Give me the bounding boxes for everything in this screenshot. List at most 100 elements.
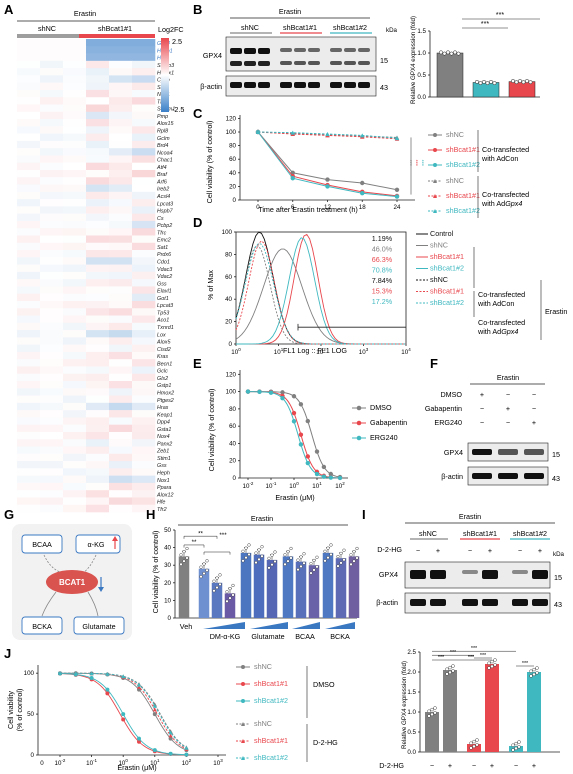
blot-band bbox=[258, 61, 270, 66]
chart-j-point bbox=[105, 687, 110, 692]
chart-j-xtick-label: 102 bbox=[182, 758, 192, 767]
heatmap-cell bbox=[63, 286, 87, 294]
heatmap-cell bbox=[132, 104, 156, 113]
bar-b-dot bbox=[528, 80, 533, 85]
heatmap-cell bbox=[132, 482, 156, 491]
blot-f-mw-43: 43 bbox=[552, 474, 560, 483]
chart-j-point bbox=[137, 739, 141, 744]
heatmap-cell bbox=[63, 199, 87, 207]
bar-b-dot bbox=[518, 79, 522, 83]
heatmap-cell bbox=[109, 373, 133, 382]
chart-j-curve-5 bbox=[59, 672, 187, 750]
bar-b-sig-1: *** bbox=[481, 19, 490, 28]
blot-band bbox=[294, 61, 306, 65]
heatmap-cell bbox=[17, 439, 41, 447]
legend-c-label: shBcat1#1 bbox=[446, 145, 480, 154]
heatmap-cell bbox=[63, 431, 87, 440]
blot-b-actin-bands bbox=[230, 82, 370, 88]
heatmap-cell bbox=[109, 490, 133, 498]
blot-band bbox=[294, 48, 306, 52]
heatmap-cell bbox=[86, 46, 110, 54]
chart-h-x-dmakg: DM-α-KG bbox=[210, 632, 241, 641]
heatmap-cell bbox=[109, 155, 133, 164]
blot-band bbox=[358, 48, 370, 52]
heatmap-cell bbox=[40, 119, 64, 127]
heatmap-cell bbox=[17, 388, 41, 396]
heatmap-cell bbox=[132, 388, 156, 396]
blot-f-gpx4-band bbox=[472, 449, 492, 455]
heatmap-gene-label: Heph bbox=[157, 471, 170, 477]
legend-c-group1-l2: with AdCon bbox=[481, 154, 518, 163]
chart-j-point bbox=[137, 682, 141, 687]
heatmap-cell bbox=[86, 184, 110, 193]
chart-i-treatment: D-2-HG bbox=[379, 761, 404, 770]
heatmap-cell bbox=[86, 242, 110, 251]
heatmap-gene-label: Alox15 bbox=[156, 121, 174, 127]
heatmap-cell bbox=[40, 482, 64, 491]
bar-b-dot bbox=[446, 50, 450, 55]
chart-c-point bbox=[394, 136, 400, 141]
chart-i-sign: + bbox=[532, 761, 536, 770]
blot-i-lane-shnc: shNC bbox=[419, 529, 437, 538]
heatmap-cell bbox=[40, 68, 64, 76]
bar-b-dot bbox=[489, 79, 493, 84]
heatmap-cell bbox=[132, 330, 156, 338]
heatmap-cell bbox=[132, 315, 156, 324]
legend-c-marker bbox=[433, 209, 437, 213]
chart-h-dot bbox=[315, 555, 319, 559]
chart-i-dot bbox=[469, 746, 473, 750]
heatmap-cell bbox=[17, 482, 41, 491]
heatmap-cell bbox=[63, 468, 87, 476]
heatmap-cell bbox=[40, 366, 64, 375]
heatmap-cell bbox=[17, 293, 41, 302]
blot-i-gpx4-band bbox=[512, 570, 528, 574]
chart-h-dot bbox=[199, 575, 203, 579]
heatmap-gene-label: Alox12 bbox=[156, 492, 173, 498]
chart-c-ytick-label: 80 bbox=[229, 143, 236, 150]
heatmap-cell bbox=[63, 104, 87, 113]
chart-i-dot bbox=[475, 738, 479, 742]
chart-j-point bbox=[121, 717, 126, 722]
heatmap-cell bbox=[86, 53, 110, 62]
heatmap-cell bbox=[132, 504, 156, 513]
chart-h-sig-3: *** bbox=[219, 532, 227, 539]
chart-i-sig: *** bbox=[522, 661, 529, 667]
heatmap-cell bbox=[17, 155, 41, 164]
node-glutamate-label: Glutamate bbox=[82, 622, 115, 631]
chart-c-sig-grey: *** bbox=[410, 159, 416, 166]
heatmap-cell bbox=[63, 169, 87, 178]
chart-d-xtick-label: 103 bbox=[359, 347, 369, 356]
chart-i-dot bbox=[529, 669, 533, 673]
blot-band bbox=[294, 82, 306, 88]
heatmap-cell bbox=[40, 53, 64, 62]
heatmap-cell bbox=[132, 206, 156, 214]
chart-h-dot bbox=[349, 553, 353, 557]
bar-b-dot bbox=[456, 51, 461, 56]
heatmap-cell bbox=[109, 417, 133, 425]
chart-j-curve-4 bbox=[59, 672, 187, 748]
bar-b-dot bbox=[475, 79, 479, 84]
chart-j-curve-6 bbox=[59, 672, 187, 749]
heatmap-cell bbox=[17, 337, 41, 345]
chart-h-dot bbox=[225, 599, 229, 603]
heatmap-cell bbox=[86, 286, 110, 294]
heatmap-gene-label: Ptges2 bbox=[157, 398, 174, 404]
heatmap-cell bbox=[132, 162, 156, 171]
chart-h-dot bbox=[296, 567, 300, 572]
blot-band bbox=[330, 82, 342, 88]
chart-j-xtick-label: 100 bbox=[118, 758, 128, 767]
heatmap-cell bbox=[86, 39, 110, 47]
chart-i-dot bbox=[427, 714, 431, 718]
heatmap-cell bbox=[40, 206, 64, 214]
chart-h-dot bbox=[254, 560, 258, 565]
heatmap-cell bbox=[86, 482, 110, 491]
legend-c-marker bbox=[433, 179, 437, 183]
heatmap-cell bbox=[17, 344, 41, 353]
bar-b-ytick-label: 1.0 bbox=[417, 50, 426, 57]
heatmap-cell bbox=[109, 97, 133, 105]
heatmap-cell bbox=[17, 213, 41, 222]
chart-i-dot bbox=[514, 741, 518, 746]
chart-h-dot bbox=[212, 589, 216, 593]
chart-c-point bbox=[360, 180, 365, 186]
